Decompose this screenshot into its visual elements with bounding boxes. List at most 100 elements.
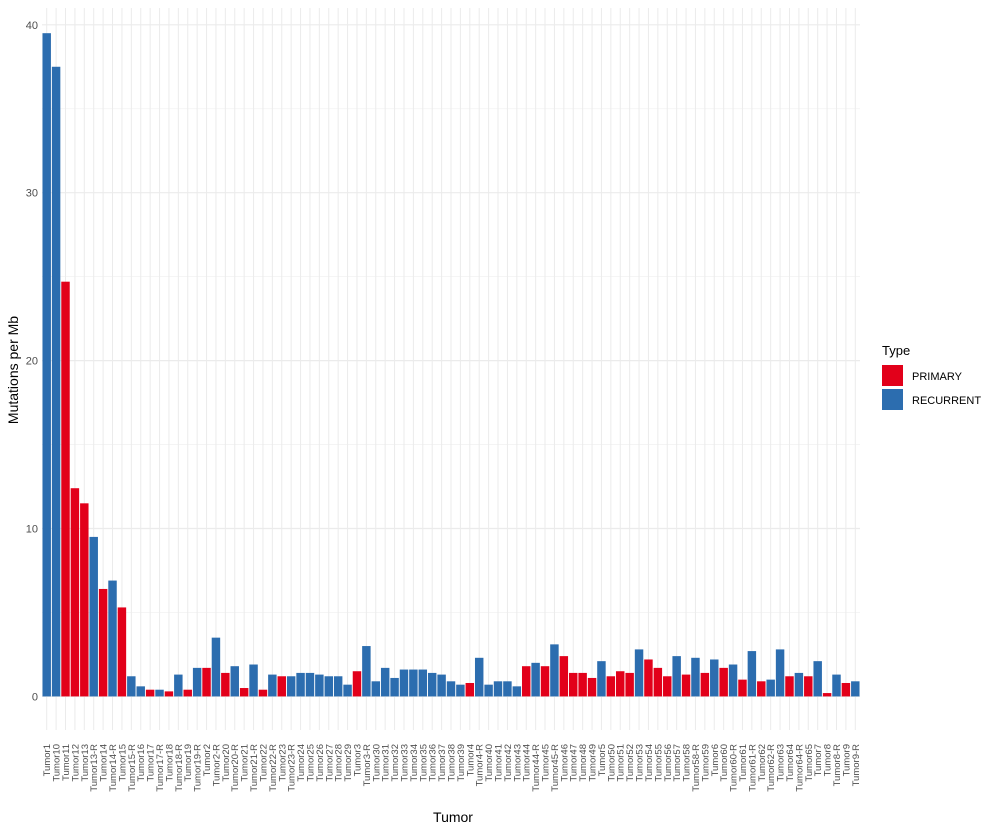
x-tick-label: Tumor46 (559, 744, 570, 782)
y-axis-ticks: 0 10 20 30 40 (26, 20, 38, 704)
bar-tumor39 (456, 684, 465, 697)
x-tick-label: Tumor26 (315, 744, 326, 782)
x-tick-label: Tumor16 (136, 744, 147, 782)
bar-tumor18 (164, 691, 174, 697)
bar-tumor10 (51, 66, 61, 697)
x-tick-label: Tumor18 (164, 744, 175, 782)
bar-tumor37 (437, 674, 446, 697)
legend: Type PRIMARY RECURRENT (882, 343, 981, 410)
x-tick-label: Tumor61 (738, 744, 749, 782)
bar-tumor47 (568, 672, 578, 697)
bar-tumor56 (663, 676, 672, 697)
x-tick-label: Tumor62-R (766, 744, 777, 792)
bar-tumor31 (380, 667, 390, 697)
x-tick-label: Tumor8-R (832, 744, 843, 787)
bar-tumor5 (597, 661, 606, 697)
bar-tumor28 (333, 676, 343, 697)
bar-tumor26 (315, 674, 324, 697)
bar-tumor11 (61, 281, 70, 697)
x-tick-label: Tumor24 (296, 744, 307, 782)
bar-tumor1 (42, 33, 51, 697)
x-tick-label: Tumor1 (42, 744, 53, 776)
y-tick-label: 40 (26, 20, 38, 32)
grid (42, 8, 860, 730)
x-tick-label: Tumor22-R (268, 744, 279, 792)
x-tick-label: Tumor59 (700, 744, 711, 782)
x-tick-label: Tumor25 (305, 744, 316, 782)
bar-tumor27 (324, 676, 334, 697)
legend-swatch-primary (882, 365, 903, 386)
bar-tumor2-r (211, 637, 221, 697)
x-tick-label: Tumor30 (371, 744, 382, 782)
x-tick-label: Tumor19 (183, 744, 194, 782)
bar-tumor24 (296, 672, 305, 697)
x-tick-label: Tumor54 (644, 744, 655, 782)
bars (42, 33, 860, 697)
x-tick-label: Tumor37 (437, 744, 448, 782)
x-tick-label: Tumor58-R (691, 744, 702, 792)
bar-tumor13-r (89, 536, 98, 697)
x-tick-label: Tumor48 (578, 744, 589, 782)
bar-tumor2 (202, 667, 211, 697)
x-tick-label: Tumor31 (381, 744, 392, 782)
x-tick-label: Tumor15-R (127, 744, 138, 792)
x-tick-label: Tumor2-R (211, 744, 222, 787)
bar-tumor58 (681, 674, 691, 697)
x-tick-label: Tumor7 (813, 744, 824, 776)
bar-tumor36 (427, 672, 437, 697)
bar-tumor9-r (851, 681, 860, 697)
x-tick-label: Tumor33 (399, 744, 410, 782)
x-tick-label: Tumor47 (569, 744, 580, 782)
x-tick-label: Tumor12 (70, 744, 81, 782)
x-tick-label: Tumor45 (541, 744, 552, 782)
y-axis-title: Mutations per Mb (5, 316, 21, 424)
y-tick-label: 10 (26, 524, 38, 536)
x-tick-label: Tumor50 (606, 744, 617, 782)
x-tick-label: Tumor32 (390, 744, 401, 782)
x-tick-label: Tumor38 (447, 744, 458, 782)
x-tick-label: Tumor57 (672, 744, 683, 782)
bar-tumor14-r (108, 580, 117, 697)
x-tick-label: Tumor34 (409, 744, 420, 782)
x-tick-label: Tumor44-R (531, 744, 542, 792)
x-tick-label: Tumor64 (785, 744, 796, 782)
bar-tumor15 (117, 607, 127, 697)
x-tick-label: Tumor17 (146, 744, 157, 782)
bar-tumor18-r (174, 674, 183, 697)
x-tick-label: Tumor22 (258, 744, 269, 782)
x-tick-label: Tumor42 (503, 744, 514, 782)
bar-tumor53 (634, 649, 644, 697)
x-axis-ticks: Tumor1Tumor10Tumor11Tumor12Tumor13Tumor1… (42, 744, 862, 792)
bar-tumor14 (98, 588, 108, 697)
bar-tumor21-r (249, 664, 258, 697)
bar-tumor54 (644, 659, 653, 697)
x-tick-label: Tumor41 (494, 744, 505, 782)
x-tick-label: Tumor27 (324, 744, 335, 782)
bar-tumor50 (606, 676, 616, 697)
bar-tumor59 (700, 672, 710, 697)
x-tick-label: Tumor3 (352, 744, 363, 776)
bar-tumor61-r (747, 651, 757, 697)
y-tick-label: 0 (32, 691, 38, 703)
x-tick-label: Tumor60-R (729, 744, 740, 792)
bar-tumor23 (277, 676, 286, 697)
bar-tumor38 (446, 681, 456, 697)
x-tick-label: Tumor36 (428, 744, 439, 782)
x-tick-label: Tumor45-R (550, 744, 561, 792)
x-tick-label: Tumor19-R (193, 744, 204, 792)
bar-tumor19 (183, 689, 192, 697)
bar-tumor6 (710, 659, 719, 697)
x-tick-label: Tumor11 (61, 744, 72, 781)
bar-tumor32 (390, 677, 399, 697)
x-axis-title: Tumor (433, 809, 473, 825)
bar-tumor9 (841, 682, 851, 697)
x-tick-label: Tumor23 (277, 744, 288, 782)
x-tick-label: Tumor43 (512, 744, 523, 782)
bar-tumor30 (371, 681, 381, 697)
bar-tumor49 (587, 677, 597, 697)
x-tick-label: Tumor60 (719, 744, 730, 782)
bar-tumor29 (343, 684, 352, 697)
bar-tumor34 (409, 669, 418, 697)
bar-tumor23-r (286, 676, 296, 697)
